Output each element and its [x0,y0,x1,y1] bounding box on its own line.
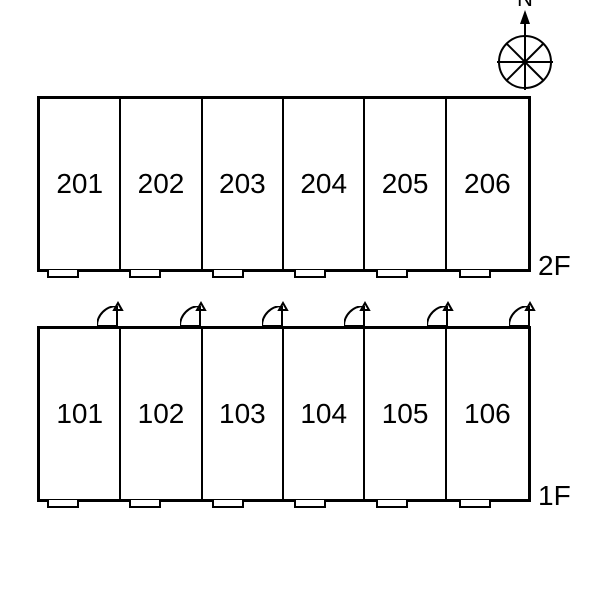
door-marker-icon [358,298,372,316]
door-marker-icon [523,298,537,316]
unit-201: 201 [40,99,121,269]
door-marker-icon [441,298,455,316]
floor-label-f2: 2F [538,250,571,282]
balcony-notch [47,500,79,508]
balcony-notch [294,500,326,508]
unit-104: 104 [284,329,365,499]
balcony-notch [459,500,491,508]
unit-label: 101 [56,398,103,430]
floor-f2: 201 202 203 204 205 206 [37,96,531,272]
unit-204: 204 [284,99,365,269]
unit-label: 103 [219,398,266,430]
compass-icon: N [480,6,570,96]
unit-label: 205 [382,168,429,200]
unit-label: 105 [382,398,429,430]
unit-102: 102 [121,329,202,499]
floor-f1: 101 102 103 104 105 106 [37,326,531,502]
balcony-notch [212,270,244,278]
compass-n-label: N [480,0,570,12]
balcony-notch [47,270,79,278]
balcony-notch [376,270,408,278]
door-marker-icon [111,298,125,316]
unit-label: 104 [300,398,347,430]
unit-label: 206 [464,168,511,200]
unit-103: 103 [203,329,284,499]
unit-106: 106 [447,329,528,499]
unit-label: 201 [56,168,103,200]
door-marker-icon [276,298,290,316]
balcony-notch [129,500,161,508]
balcony-notch [129,270,161,278]
unit-101: 101 [40,329,121,499]
unit-205: 205 [365,99,446,269]
balcony-notch [294,270,326,278]
floor-label-f1: 1F [538,480,571,512]
unit-label: 202 [138,168,185,200]
unit-202: 202 [121,99,202,269]
unit-105: 105 [365,329,446,499]
unit-label: 203 [219,168,266,200]
unit-label: 102 [138,398,185,430]
unit-label: 204 [300,168,347,200]
door-marker-icon [194,298,208,316]
balcony-notch [459,270,491,278]
balcony-notch [376,500,408,508]
unit-203: 203 [203,99,284,269]
balcony-notch [212,500,244,508]
floorplan-stage: N2012022032042052062F101102103104105106 … [0,0,600,600]
unit-206: 206 [447,99,528,269]
unit-label: 106 [464,398,511,430]
